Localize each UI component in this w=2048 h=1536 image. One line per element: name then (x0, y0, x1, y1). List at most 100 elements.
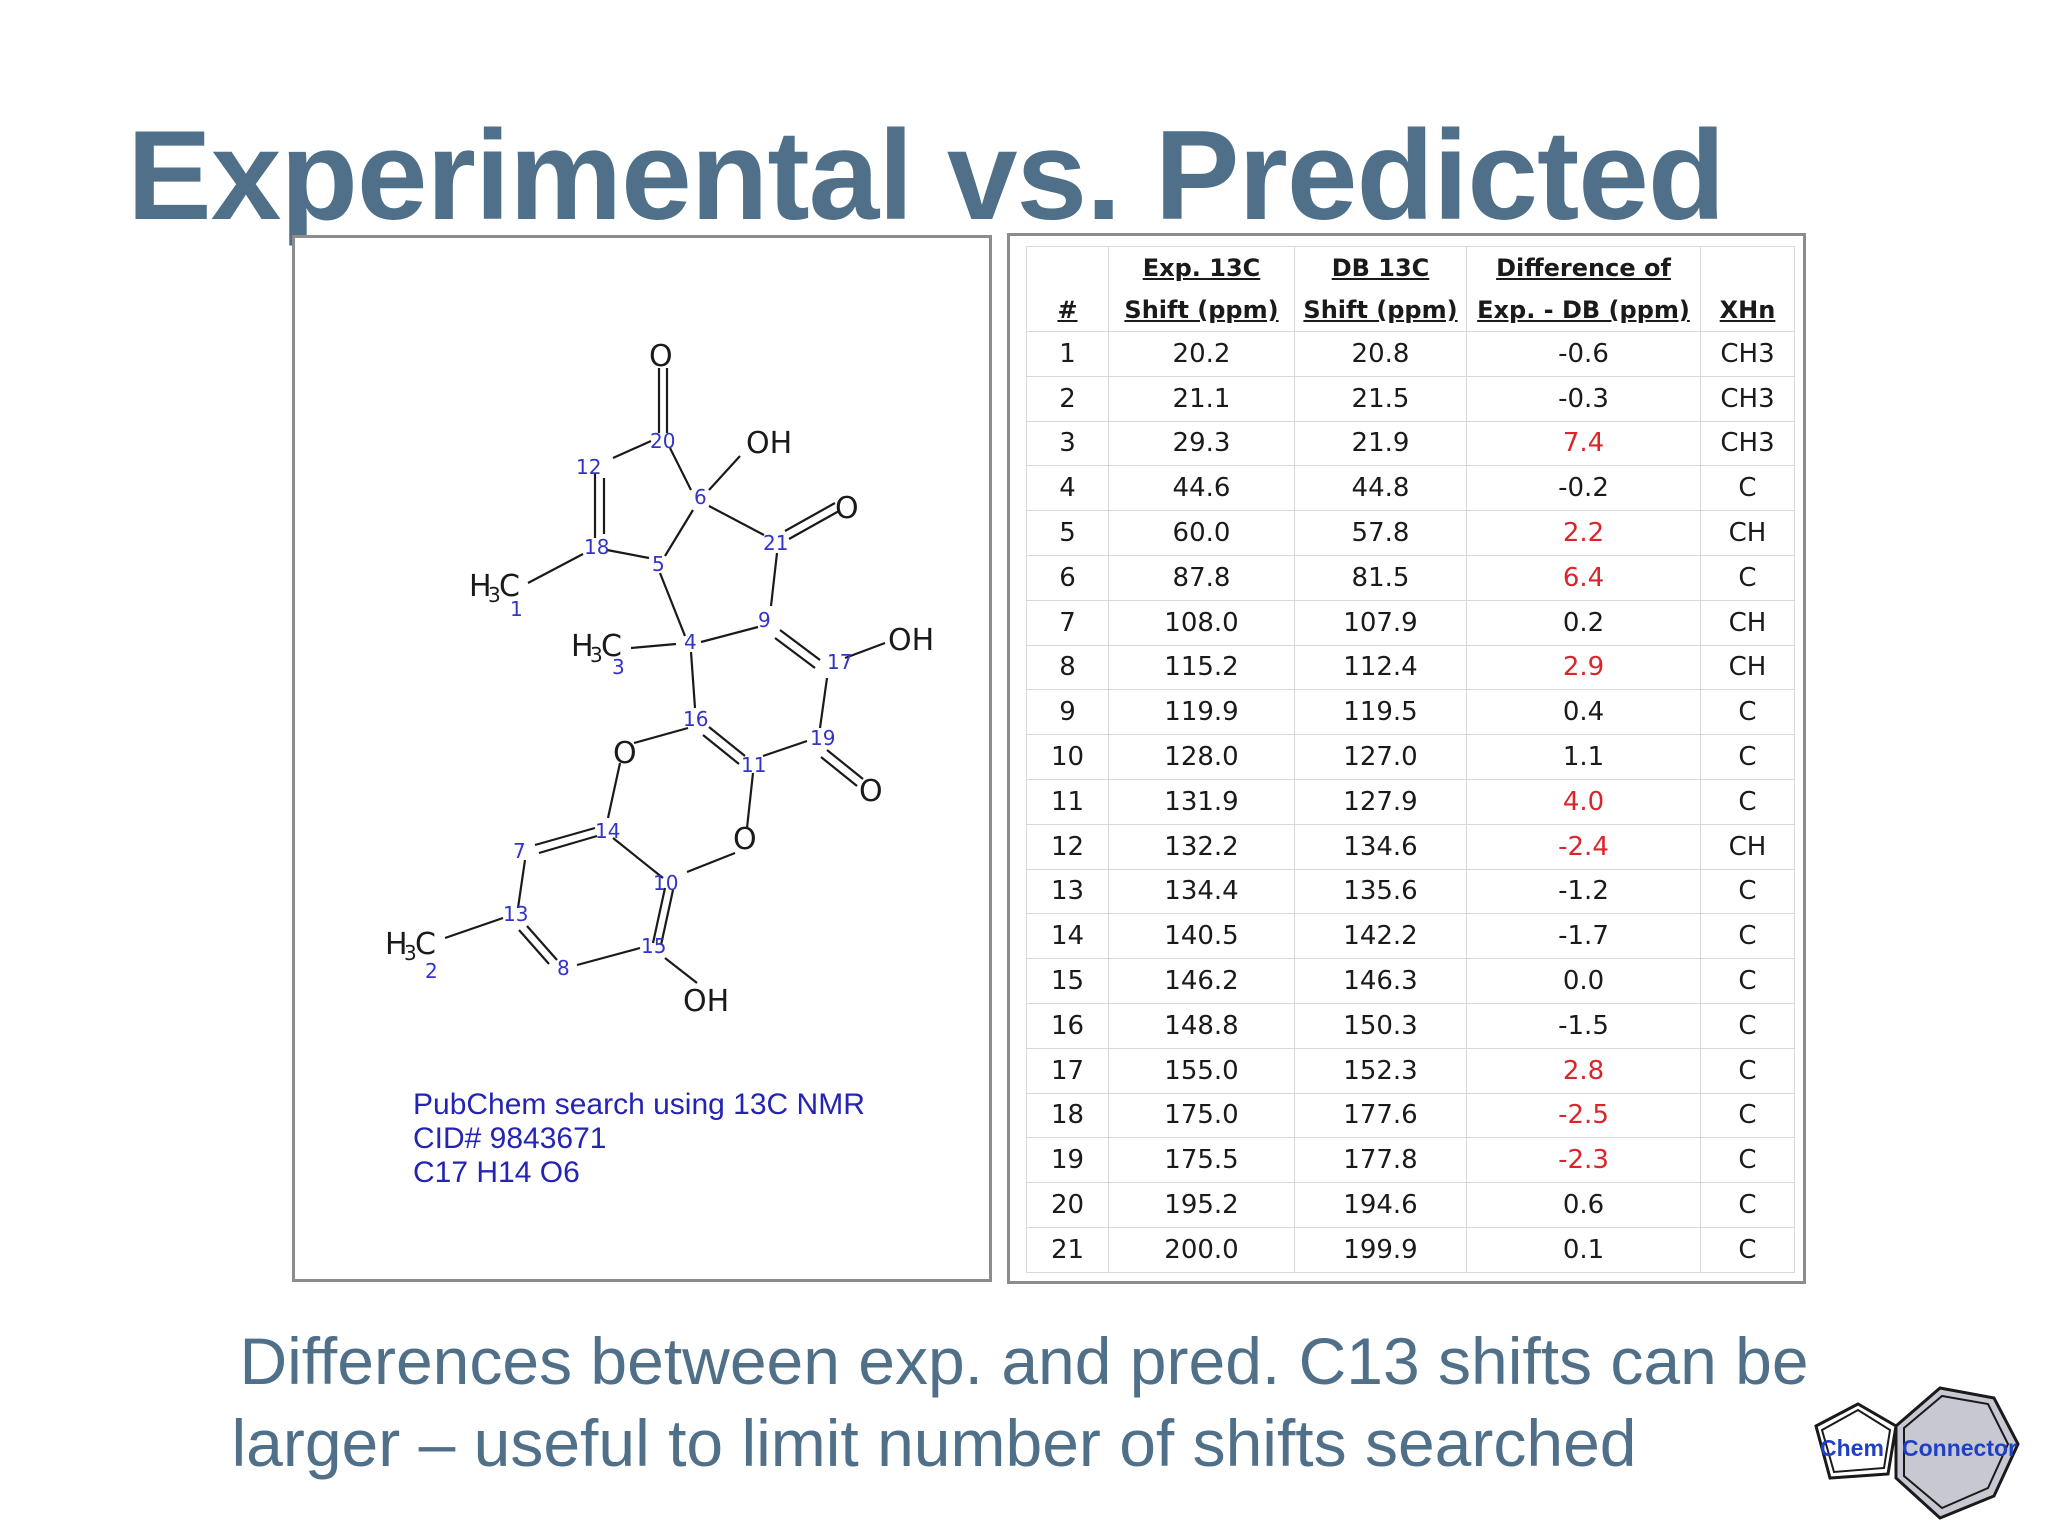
cell-difference: -0.3 (1466, 375, 1701, 422)
table-row: 18 175.0 177.6 -2.5 C (1026, 1092, 1795, 1139)
cell-xhn: C (1700, 1137, 1795, 1184)
cell-num: 11 (1026, 778, 1109, 825)
atom-label: O (835, 491, 859, 526)
cell-difference: 0.4 (1466, 689, 1701, 736)
cell-num: 14 (1026, 913, 1109, 960)
cell-difference: -1.5 (1466, 1002, 1701, 1049)
cell-db-shift: 152.3 (1294, 1047, 1467, 1094)
cell-num: 12 (1026, 823, 1109, 870)
cell-exp-shift: 140.5 (1108, 913, 1295, 960)
table-row: 17 155.0 152.3 2.8 C (1026, 1047, 1795, 1094)
cell-exp-shift: 131.9 (1108, 778, 1295, 825)
table-row: 11 131.9 127.9 4.0 C (1026, 778, 1795, 825)
table-row: 9 119.9 119.5 0.4 C (1026, 689, 1795, 736)
header-exp-shift: Exp. 13C Shift (ppm) (1108, 246, 1295, 332)
cell-num: 1 (1026, 331, 1109, 377)
cell-db-shift: 119.5 (1294, 689, 1467, 736)
atom-label: C (499, 569, 520, 604)
cell-db-shift: 44.8 (1294, 465, 1467, 512)
cell-difference: 1.1 (1466, 734, 1701, 780)
atom-number: 14 (595, 819, 620, 843)
cell-db-shift: 135.6 (1294, 868, 1467, 915)
atom-label: O (649, 339, 673, 374)
cell-db-shift: 20.8 (1294, 331, 1467, 377)
cell-num: 8 (1026, 644, 1109, 691)
cell-exp-shift: 175.0 (1108, 1092, 1295, 1139)
cell-exp-shift: 134.4 (1108, 868, 1295, 915)
cell-exp-shift: 29.3 (1108, 420, 1295, 467)
structure-atom-labels: O OH O OH O O O OH H 3 C H 3 C H 3 C (385, 339, 934, 1019)
cell-difference: 2.2 (1466, 510, 1701, 556)
atom-label: OH (888, 623, 934, 658)
cell-exp-shift: 60.0 (1108, 510, 1295, 556)
structure-caption: PubChem search using 13C NMR CID# 984367… (413, 1088, 865, 1190)
table-row: 4 44.6 44.8 -0.2 C (1026, 465, 1795, 512)
atom-number: 3 (612, 655, 625, 679)
cell-num: 3 (1026, 420, 1109, 467)
cell-num: 2 (1026, 375, 1109, 422)
cell-xhn: C (1700, 1002, 1795, 1049)
page-title: Experimental vs. Predicted (127, 104, 1725, 246)
cell-xhn: CH (1700, 823, 1795, 870)
cell-db-shift: 81.5 (1294, 554, 1467, 601)
structure-bonds (444, 368, 886, 984)
cell-exp-shift: 146.2 (1108, 958, 1295, 1004)
cell-num: 21 (1026, 1226, 1109, 1273)
atom-number: 10 (653, 871, 678, 895)
cell-num: 15 (1026, 958, 1109, 1004)
table-row: 1 20.2 20.8 -0.6 CH3 (1026, 331, 1795, 377)
table-row: 5 60.0 57.8 2.2 CH (1026, 510, 1795, 556)
cell-exp-shift: 44.6 (1108, 465, 1295, 512)
cell-exp-shift: 200.0 (1108, 1226, 1295, 1273)
atom-number: 7 (513, 839, 526, 863)
atom-label: H (571, 629, 594, 664)
cell-db-shift: 177.6 (1294, 1092, 1467, 1139)
cell-exp-shift: 119.9 (1108, 689, 1295, 736)
cell-xhn: C (1700, 465, 1795, 512)
atom-label: H (469, 569, 492, 604)
table-row: 16 148.8 150.3 -1.5 C (1026, 1002, 1795, 1049)
cell-xhn: C (1700, 1047, 1795, 1094)
cell-xhn: C (1700, 1182, 1795, 1228)
atom-number: 13 (503, 902, 528, 926)
caption-line: PubChem search using 13C NMR (413, 1088, 865, 1121)
cell-difference: -0.2 (1466, 465, 1701, 512)
chemical-structure: O OH O OH O O O OH H 3 C H 3 C H 3 C 1 2… (385, 339, 934, 1019)
logo-text-connector: Connector (1902, 1435, 2017, 1461)
cell-xhn: CH3 (1700, 420, 1795, 467)
bottom-statement-line: larger – useful to limit number of shift… (231, 1406, 1637, 1480)
atom-number: 6 (694, 485, 707, 509)
atom-label: C (601, 629, 622, 664)
cell-exp-shift: 155.0 (1108, 1047, 1295, 1094)
cell-difference: 7.4 (1466, 420, 1701, 467)
cell-db-shift: 107.9 (1294, 599, 1467, 646)
atom-number: 11 (741, 753, 766, 777)
table-row: 7 108.0 107.9 0.2 CH (1026, 599, 1795, 646)
cell-difference: 6.4 (1466, 554, 1701, 601)
cell-num: 18 (1026, 1092, 1109, 1139)
cell-num: 6 (1026, 554, 1109, 601)
table-row: 13 134.4 135.6 -1.2 C (1026, 868, 1795, 915)
atom-number: 8 (557, 956, 570, 980)
atom-number: 18 (584, 535, 609, 559)
atom-number: 19 (810, 726, 835, 750)
atom-label: O (733, 822, 757, 857)
caption-line: C17 H14 O6 (413, 1156, 580, 1189)
cell-db-shift: 146.3 (1294, 958, 1467, 1004)
table-row: 19 175.5 177.8 -2.3 C (1026, 1137, 1795, 1184)
atom-label: 3 (590, 643, 603, 667)
table-row: 10 128.0 127.0 1.1 C (1026, 734, 1795, 780)
cell-exp-shift: 115.2 (1108, 644, 1295, 691)
cell-db-shift: 127.0 (1294, 734, 1467, 780)
atom-number: 9 (758, 608, 771, 632)
cell-xhn: C (1700, 1092, 1795, 1139)
cell-num: 4 (1026, 465, 1109, 512)
cell-difference: -2.5 (1466, 1092, 1701, 1139)
cell-difference: 4.0 (1466, 778, 1701, 825)
cell-exp-shift: 148.8 (1108, 1002, 1295, 1049)
header-difference: Difference of Exp. - DB (ppm) (1466, 246, 1701, 332)
bottom-statement-line: Differences between exp. and pred. C13 s… (239, 1324, 1809, 1398)
cell-xhn: C (1700, 554, 1795, 601)
table-row: 20 195.2 194.6 0.6 C (1026, 1182, 1795, 1228)
atom-number: 16 (683, 707, 708, 731)
